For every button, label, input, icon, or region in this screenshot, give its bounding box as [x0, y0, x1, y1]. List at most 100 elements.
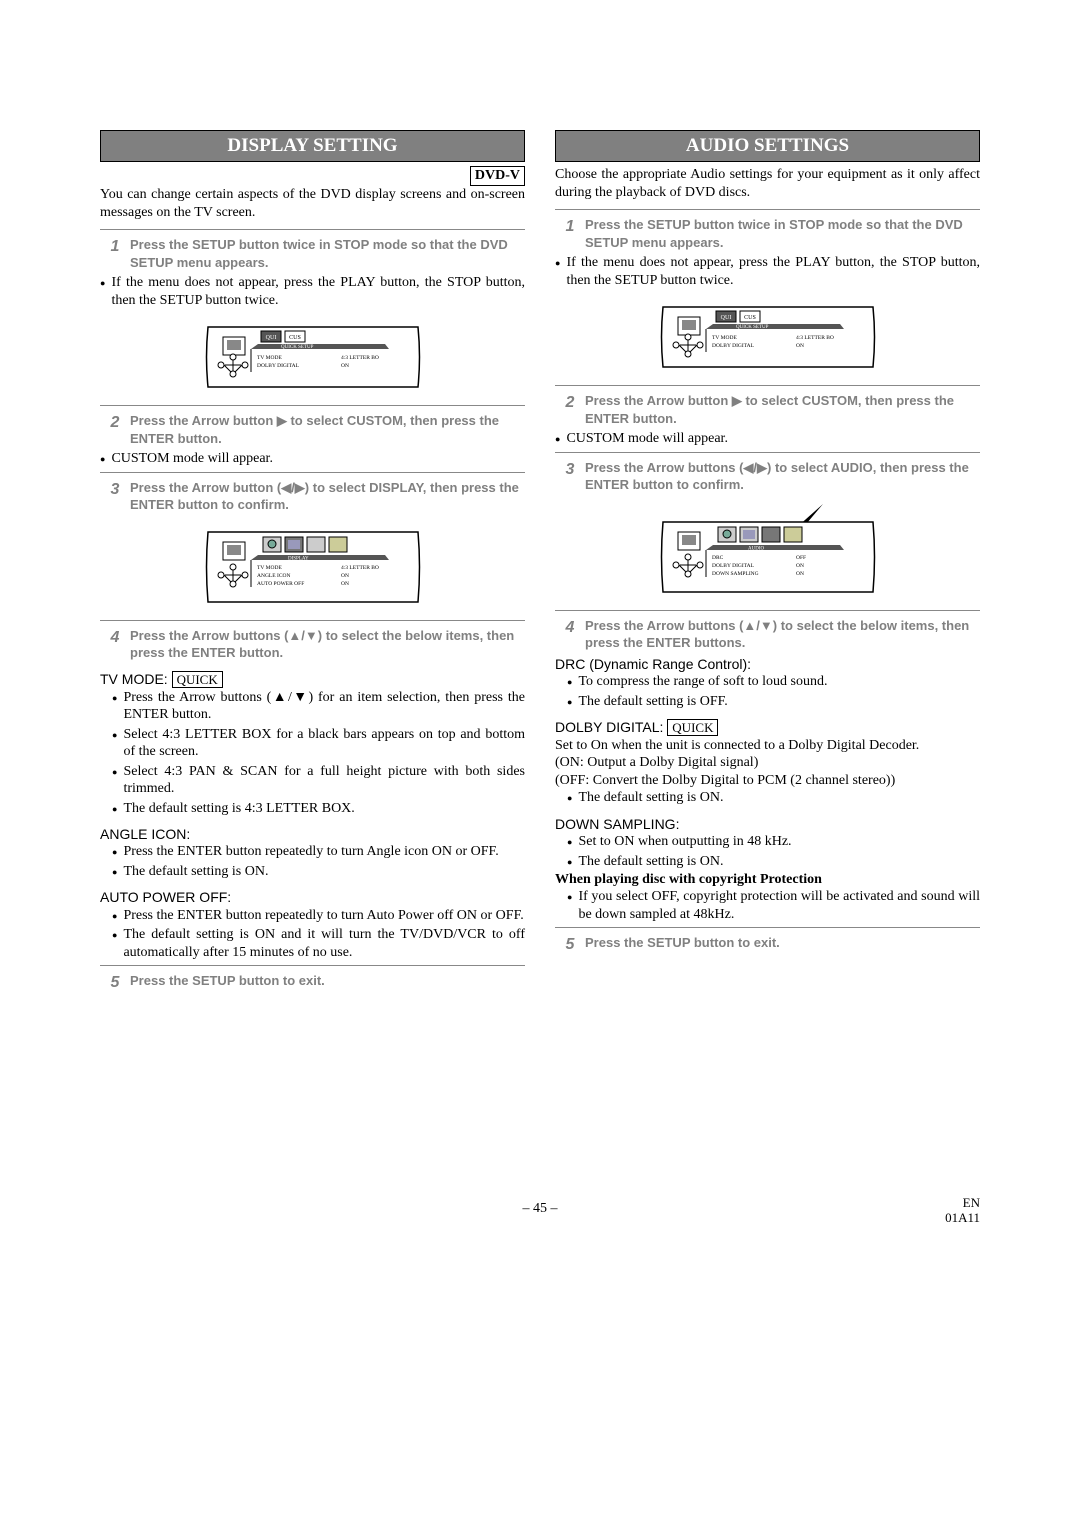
step-number: 4 — [100, 627, 130, 662]
svg-text:DRC: DRC — [712, 555, 724, 561]
svg-text:4:3 LETTER BO: 4:3 LETTER BO — [341, 565, 379, 571]
svg-text:DISPLAY: DISPLAY — [288, 556, 309, 561]
svg-text:ANGLE ICON: ANGLE ICON — [257, 573, 290, 579]
svg-text:ON: ON — [796, 563, 804, 569]
auto-power-heading: AUTO POWER OFF: — [100, 888, 525, 906]
svg-text:QUICK SETUP: QUICK SETUP — [736, 325, 769, 330]
separator — [100, 229, 525, 230]
separator — [555, 927, 980, 928]
svg-text:ON: ON — [796, 343, 804, 349]
drc-heading: DRC (Dynamic Range Control): — [555, 655, 980, 673]
list-item: The default setting is OFF. — [567, 693, 980, 711]
step-number: 1 — [100, 236, 130, 271]
separator — [555, 610, 980, 611]
note: CUSTOM mode will appear. — [100, 450, 525, 468]
svg-text:OFF: OFF — [796, 555, 806, 561]
step-number: 5 — [555, 934, 585, 956]
setup-menu-diagram: QUI CUS QUICK SETUP TV MODE 4:3 LETTER B… — [658, 297, 878, 377]
separator — [100, 405, 525, 406]
step-5: 5 Press the SETUP button to exit. — [555, 934, 980, 956]
svg-text:ON: ON — [796, 571, 804, 577]
svg-text:TV MODE: TV MODE — [257, 355, 282, 361]
step-5: 5 Press the SETUP button to exit. — [100, 972, 525, 994]
note: CUSTOM mode will appear. — [555, 430, 980, 448]
page-footer: – 45 – EN 01A11 — [100, 1201, 980, 1217]
list-item: The default setting is ON. — [112, 863, 525, 881]
list-item: Select 4:3 PAN & SCAN for a full height … — [112, 763, 525, 798]
svg-text:ON: ON — [341, 363, 349, 369]
svg-text:CUS: CUS — [289, 335, 301, 341]
step-number: 5 — [100, 972, 130, 994]
list-item: To compress the range of soft to loud so… — [567, 673, 980, 691]
svg-text:AUDIO: AUDIO — [748, 546, 764, 551]
body-text: Set to On when the unit is connected to … — [555, 737, 980, 755]
body-text: (OFF: Convert the Dolby Digital to PCM (… — [555, 772, 980, 790]
page-number: – 45 – — [100, 1201, 980, 1217]
step-1: 1 Press the SETUP button twice in STOP m… — [555, 216, 980, 251]
right-column: AUDIO SETTINGS Choose the appropriate Au… — [555, 130, 980, 997]
setup-menu-diagram: QUI CUS QUICK SETUP TV MODE 4:3 LETTER B… — [203, 317, 423, 397]
separator — [555, 452, 980, 453]
step-1: 1 Press the SETUP button twice in STOP m… — [100, 236, 525, 271]
svg-text:QUI: QUI — [265, 335, 276, 341]
step-4: 4 Press the Arrow buttons (▲/▼) to selec… — [555, 617, 980, 652]
footer-code: EN 01A11 — [945, 1196, 980, 1226]
list-item: The default setting is ON and it will tu… — [112, 926, 525, 961]
tv-mode-heading: TV MODE: QUICK — [100, 670, 525, 689]
svg-text:AUTO POWER OFF: AUTO POWER OFF — [257, 581, 304, 587]
svg-text:ON: ON — [341, 581, 349, 587]
svg-text:QUI: QUI — [720, 315, 731, 321]
svg-text:CUS: CUS — [744, 315, 756, 321]
down-sampling-heading: DOWN SAMPLING: — [555, 815, 980, 833]
list-item: Select 4:3 LETTER BOX for a black bars a… — [112, 726, 525, 761]
separator — [100, 965, 525, 966]
angle-icon-heading: ANGLE ICON: — [100, 825, 525, 843]
svg-text:ON: ON — [341, 573, 349, 579]
dvd-v-badge: DVD-V — [470, 166, 525, 186]
svg-text:DOLBY DIGITAL: DOLBY DIGITAL — [712, 343, 755, 349]
quick-badge: QUICK — [667, 719, 718, 736]
note: If the menu does not appear, press the P… — [555, 254, 980, 289]
intro-text: Choose the appropriate Audio settings fo… — [555, 166, 980, 201]
display-setting-banner: DISPLAY SETTING — [100, 130, 525, 162]
step-number: 3 — [555, 459, 585, 494]
separator — [555, 209, 980, 210]
dolby-heading: DOLBY DIGITAL: QUICK — [555, 718, 980, 737]
intro-text: You can change certain aspects of the DV… — [100, 186, 525, 221]
list-item: If you select OFF, copyright protection … — [567, 888, 980, 923]
step-3: 3 Press the Arrow buttons (◀/▶) to selec… — [555, 459, 980, 494]
svg-text:TV MODE: TV MODE — [257, 565, 282, 571]
step-4: 4 Press the Arrow buttons (▲/▼) to selec… — [100, 627, 525, 662]
body-text: (ON: Output a Dolby Digital signal) — [555, 754, 980, 772]
step-number: 2 — [100, 412, 130, 447]
separator — [100, 472, 525, 473]
separator — [100, 620, 525, 621]
list-item: The default setting is ON. — [567, 853, 980, 871]
svg-text:QUICK SETUP: QUICK SETUP — [281, 345, 314, 350]
audio-settings-banner: AUDIO SETTINGS — [555, 130, 980, 162]
step-2: 2 Press the Arrow button ▶ to select CUS… — [100, 412, 525, 447]
list-item: The default setting is ON. — [567, 789, 980, 807]
list-item: Press the ENTER button repeatedly to tur… — [112, 907, 525, 925]
left-column: DISPLAY SETTING DVD-V You can change cer… — [100, 130, 525, 997]
step-number: 2 — [555, 392, 585, 427]
step-number: 3 — [100, 479, 130, 514]
list-item: Press the ENTER button repeatedly to tur… — [112, 843, 525, 861]
svg-text:DOWN SAMPLING: DOWN SAMPLING — [712, 571, 759, 577]
separator — [555, 385, 980, 386]
step-3: 3 Press the Arrow button (◀/▶) to select… — [100, 479, 525, 514]
quick-badge: QUICK — [172, 671, 223, 688]
list-item: Set to ON when outputting in 48 kHz. — [567, 833, 980, 851]
svg-text:DOLBY DIGITAL: DOLBY DIGITAL — [257, 363, 300, 369]
svg-text:DOLBY DIGITAL: DOLBY DIGITAL — [712, 563, 755, 569]
list-item: Press the Arrow buttons (▲/▼) for an ite… — [112, 689, 525, 724]
svg-text:4:3 LETTER BO: 4:3 LETTER BO — [796, 335, 834, 341]
audio-menu-diagram: AUDIO DRC OFF DOLBY DIGITAL ON DOWN SAMP… — [658, 502, 878, 602]
svg-text:4:3 LETTER BO: 4:3 LETTER BO — [341, 355, 379, 361]
display-menu-diagram: DISPLAY TV MODE 4:3 LETTER BO ANGLE ICON… — [203, 522, 423, 612]
step-number: 4 — [555, 617, 585, 652]
list-item: The default setting is 4:3 LETTER BOX. — [112, 800, 525, 818]
step-2: 2 Press the Arrow button ▶ to select CUS… — [555, 392, 980, 427]
note: If the menu does not appear, press the P… — [100, 274, 525, 309]
step-number: 1 — [555, 216, 585, 251]
